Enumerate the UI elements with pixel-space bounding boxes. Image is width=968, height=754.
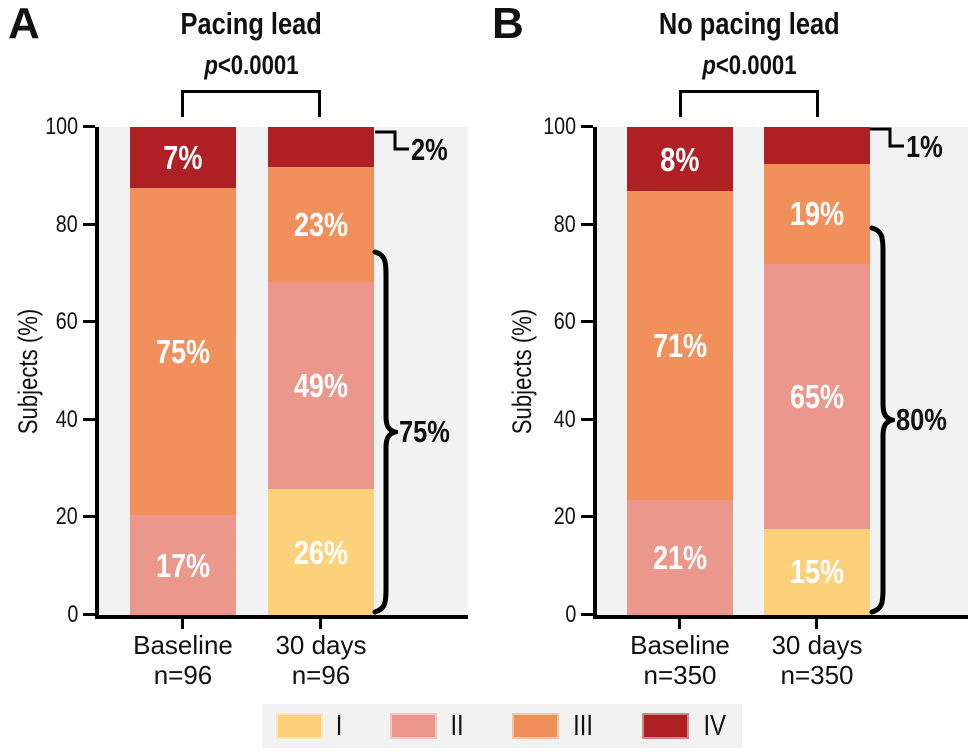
panel-b-ytick-mark (581, 223, 593, 226)
panel-b-y-axis-title: Subjects (%) (507, 308, 537, 434)
segment-class-IV: 7% (130, 127, 236, 188)
panel-a-letter: A (8, 0, 40, 48)
panel-a-brace (372, 249, 398, 615)
segment-class-II: 49% (268, 282, 374, 490)
panel-a-ytick-label: 80 (56, 211, 78, 238)
panel-a-cat-30days: 30 days n=96 (275, 630, 367, 690)
segment-class-I: 15% (764, 528, 870, 615)
panel-a-title: Pacing lead (180, 6, 322, 41)
panel-b-cat-baseline: Baseline n=350 (630, 630, 730, 690)
panel-a-sig-bracket-left (181, 90, 184, 117)
panel-b-ytick-label: 0 (565, 601, 576, 628)
panel-a-ytick-label: 0 (67, 601, 78, 628)
panel-b-bar-30days: 15% 65% 19% (764, 126, 870, 615)
panel-a-ytick-label: 20 (56, 503, 78, 530)
legend-swatch-class-II (389, 713, 437, 739)
panel-a-callout-connector (375, 130, 409, 151)
panel-b-y-axis (593, 127, 597, 619)
panel-b-ytick-label: 40 (554, 406, 576, 433)
panel-a-ytick-mark (83, 515, 95, 518)
segment-class-III: 19% (764, 163, 870, 265)
segment-class-IV (268, 127, 374, 168)
segment-class-II: 17% (130, 515, 236, 615)
legend-item-class-III: III (511, 709, 595, 743)
panel-a-xtick-mark (181, 619, 184, 629)
segment-class-IV (764, 126, 870, 164)
panel-b-p-value: p<0.0001 (701, 50, 797, 80)
panel-b-ytick-label: 100 (543, 113, 576, 140)
legend-swatch-class-I (276, 713, 323, 739)
panel-b-callout-connector (870, 127, 904, 148)
panel-a-ytick-mark (83, 223, 95, 226)
panel-a-cat-baseline: Baseline n=96 (133, 630, 233, 690)
panel-b-brace-label: 80% (896, 402, 947, 437)
panel-b-xtick-mark (815, 619, 818, 629)
panel-a-ytick-mark (83, 320, 95, 323)
legend-item-class-II: II (389, 709, 465, 743)
panel-a-xtick-mark (319, 619, 322, 629)
panel-b-cat-30days: 30 days n=350 (771, 630, 863, 690)
legend-swatch-class-III (511, 713, 559, 739)
panel-b-ytick-mark (581, 613, 593, 616)
legend-item-class-IV: IV (641, 709, 728, 743)
panel-b-ytick-mark (581, 320, 593, 323)
panel-b-xtick-mark (678, 619, 681, 629)
panel-a-sig-bracket-top (181, 90, 321, 93)
panel-a-sig-bracket-right (318, 90, 321, 117)
segment-class-III: 75% (130, 187, 236, 516)
panel-a-ytick-mark (83, 613, 95, 616)
panel-a-ytick-label: 60 (56, 308, 78, 335)
panel-a-bar-30days: 26% 49% 23% (268, 127, 374, 615)
panel-b-ytick-mark (581, 418, 593, 421)
panel-a-ytick-mark (83, 125, 95, 128)
panel-b-letter: B (492, 0, 524, 48)
panel-b-brace (869, 225, 895, 615)
panel-a-ytick-mark (83, 418, 95, 421)
panel-a-brace-label: 75% (399, 414, 450, 449)
panel-b-ytick-label: 60 (554, 308, 576, 335)
panel-b-x-axis (593, 615, 968, 619)
panel-a-p-value: p<0.0001 (203, 50, 299, 80)
legend: I II III IV (262, 704, 742, 748)
panel-a-callout-label: 2% (411, 132, 448, 167)
segment-class-II: 65% (764, 264, 870, 529)
panel-b-bar-baseline: 21% 71% 8% (627, 127, 733, 615)
panel-b-title: No pacing lead (658, 6, 840, 41)
segment-class-III: 71% (627, 191, 733, 501)
panel-a-bar-baseline: 17% 75% 7% (130, 127, 236, 615)
panel-a-ytick-label: 40 (56, 406, 78, 433)
panel-b-ytick-mark (581, 125, 593, 128)
legend-label-class-III: III (572, 709, 593, 742)
panel-a-y-axis (95, 127, 99, 619)
legend-label-class-II: II (450, 709, 464, 742)
panel-b-sig-bracket-right (816, 90, 819, 117)
legend-item-class-I: I (276, 710, 343, 743)
panel-a-x-axis (95, 615, 468, 619)
segment-class-II: 21% (627, 500, 733, 615)
panel-b-sig-bracket-top (679, 90, 819, 93)
panel-b-ytick-label: 80 (554, 211, 576, 238)
segment-class-III: 23% (268, 167, 374, 282)
segment-class-IV: 8% (627, 127, 733, 192)
segment-class-I: 26% (268, 489, 374, 615)
legend-swatch-class-IV (641, 713, 689, 739)
panel-a-y-axis-title: Subjects (%) (13, 308, 43, 434)
legend-label-class-I: I (335, 709, 343, 742)
panel-b-ytick-label: 20 (554, 503, 576, 530)
panel-b-sig-bracket-left (679, 90, 682, 117)
panel-a-ytick-label: 100 (45, 113, 78, 140)
legend-label-class-IV: IV (703, 709, 726, 742)
panel-b-ytick-mark (581, 515, 593, 518)
panel-b-callout-label: 1% (906, 129, 943, 164)
